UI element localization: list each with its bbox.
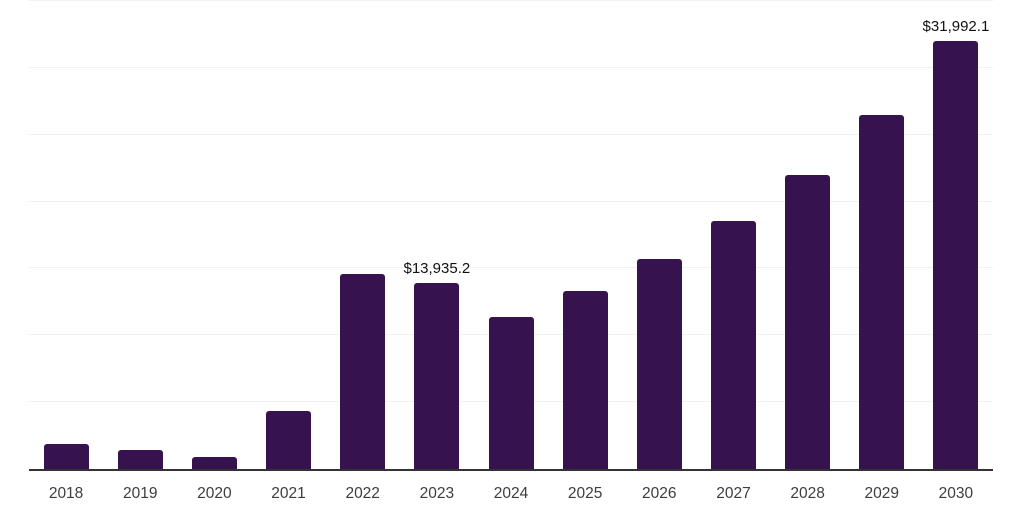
x-tick-2018: 2018 [48,485,84,502]
bar-2020 [191,457,237,469]
bar-2018 [43,443,89,469]
bar-2019 [117,449,163,469]
bar-2026 [636,259,682,469]
gridline-20000 [29,200,993,202]
x-tick-2026: 2026 [642,485,677,502]
gridline-30000 [29,66,993,68]
bar-2028 [785,174,831,469]
x-tick-2023: 2023 [419,485,455,502]
x-tick-2022: 2022 [345,485,380,502]
bar-2024 [488,316,534,469]
x-axis-tick-labels: 2018 2019 2020 2021 2022 2023 2024 2025 2026 2027… [29,485,993,503]
x-tick-2024: 2024 [493,485,529,502]
x-tick-2021: 2021 [271,485,306,502]
bar-2023 [414,282,460,469]
bar-2021 [266,410,312,469]
x-tick-2019: 2019 [122,485,158,502]
x-tick-2027: 2027 [716,485,751,502]
value-label-2023: $13,935.2 [403,259,471,277]
gridline-25000 [29,133,993,135]
plot-area: $13,935.2 $31,992.1 [29,0,993,469]
bar-2030 [933,41,979,469]
gridline-35000 [29,0,993,1]
value-label-2030: $31,992.1 [922,18,990,36]
x-tick-2030: 2030 [938,485,974,502]
bar-2029 [859,115,905,469]
gridline-15000 [29,267,993,269]
x-tick-2020: 2020 [197,485,232,502]
x-tick-2029: 2029 [864,485,900,502]
x-tick-2028: 2028 [790,485,825,502]
x-tick-2025: 2025 [567,485,603,502]
bar-2025 [562,291,608,469]
bar-2027 [710,220,756,469]
bar-2022 [340,273,386,469]
x-axis-line [29,469,993,471]
